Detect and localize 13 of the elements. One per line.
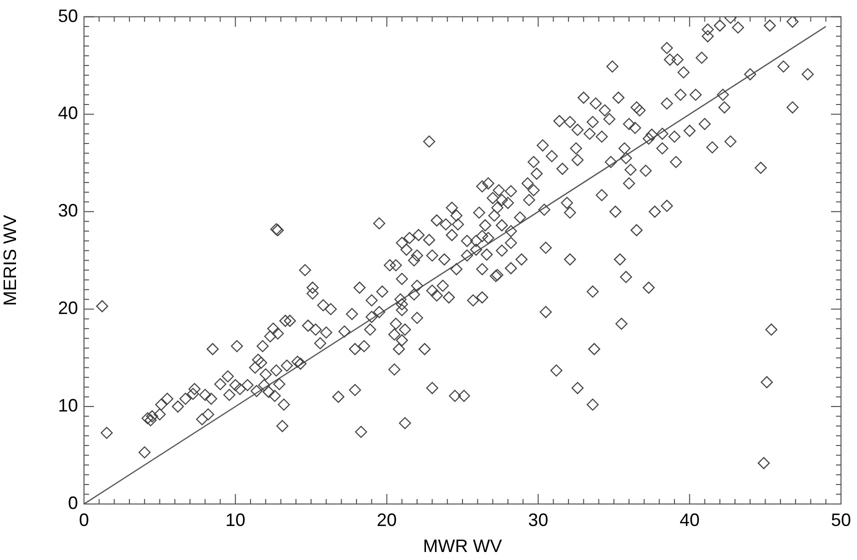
y-tick-label: 0	[68, 492, 78, 513]
y-tick-label: 20	[58, 298, 78, 318]
y-tick-label: 10	[58, 396, 78, 416]
y-tick-label: 50	[58, 6, 78, 26]
y-axis-title: MERIS WV	[0, 214, 20, 306]
x-tick-label: 10	[225, 510, 246, 530]
x-axis-title: MWR WV	[423, 536, 502, 556]
x-tick-label: 30	[528, 510, 548, 530]
x-tick-label: 40	[680, 510, 700, 530]
x-tick-label: 20	[376, 510, 397, 530]
y-tick-label: 30	[58, 200, 78, 221]
y-tick-label: 40	[58, 103, 78, 124]
x-tick-label: 50	[830, 510, 852, 530]
